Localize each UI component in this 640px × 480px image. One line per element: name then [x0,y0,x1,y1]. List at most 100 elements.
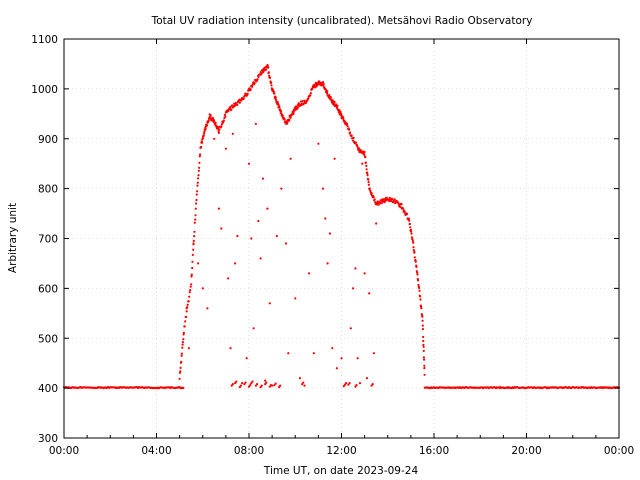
data-point [218,208,220,210]
y-tick-label: 900 [38,134,58,146]
plot-frame [64,39,619,438]
data-point [197,177,199,179]
data-point [258,76,260,78]
data-point [261,385,263,387]
data-point [421,316,423,318]
data-point [310,92,312,94]
data-point [340,113,342,115]
data-point [220,227,222,229]
data-point [230,109,232,111]
data-point [197,174,199,176]
data-point [367,179,369,181]
data-point [418,290,420,292]
data-point [423,359,425,361]
data-point [212,117,214,119]
data-point [410,233,412,235]
data-point [203,132,205,134]
data-point [330,96,332,98]
data-point [278,106,280,108]
data-point [311,88,313,90]
data-point [181,355,183,357]
data-points [63,64,620,389]
data-point [232,133,234,135]
data-point [322,81,324,83]
data-point [189,289,191,291]
data-point [268,71,270,73]
data-point [324,217,326,219]
data-point [414,256,416,258]
data-point [308,272,310,274]
data-point [240,385,242,387]
data-point [412,242,414,244]
data-point [342,116,344,118]
data-point [254,82,256,84]
data-point [203,135,205,137]
data-point [189,291,191,293]
data-point [193,235,195,237]
data-point [326,90,328,92]
data-point [206,124,208,126]
data-point [286,122,288,124]
data-point [422,340,424,342]
data-point [208,120,210,122]
y-tick-label: 1000 [31,84,58,96]
data-point [408,218,410,220]
data-point [412,246,414,248]
data-point [391,198,393,200]
data-point [359,382,361,384]
y-tick-label: 300 [38,433,58,445]
data-point [236,104,238,106]
data-point [351,134,353,136]
data-point [251,381,253,383]
data-point [191,274,193,276]
data-point [334,101,336,103]
data-point [213,138,215,140]
y-tick-label: 600 [38,283,58,295]
data-point [269,77,271,79]
data-point [265,69,267,71]
data-point [227,277,229,279]
data-point [276,235,278,237]
data-point [416,273,418,275]
data-point [423,356,425,358]
data-point [255,123,257,125]
data-point [218,132,220,134]
data-point [290,158,292,160]
data-point [293,111,295,113]
data-point [183,332,185,334]
data-point [364,151,366,153]
data-point [423,365,425,367]
data-point [200,146,202,148]
data-point [375,222,377,224]
x-tick-label: 00:00 [604,445,634,457]
data-point [413,251,415,253]
data-point [246,357,248,359]
data-point [182,338,184,340]
data-point [394,198,396,200]
data-point [210,114,212,116]
data-point [354,267,356,269]
data-point [195,202,197,204]
data-point [361,163,363,165]
data-point [344,384,346,386]
data-point [188,347,190,349]
data-point [251,86,253,88]
data-point [180,361,182,363]
data-point [355,384,357,386]
data-point [199,153,201,155]
data-point [250,88,252,90]
data-point [419,298,421,300]
data-point [413,249,415,251]
x-tick-label: 04:00 [141,445,171,457]
data-point [198,167,200,169]
data-point [301,100,303,102]
data-point [275,96,277,98]
data-point [206,307,208,309]
data-point [218,128,220,130]
data-point [182,387,184,389]
y-tick-label: 800 [38,184,58,196]
data-point [197,262,199,264]
data-point [422,328,424,330]
data-point [193,240,195,242]
data-point [406,213,408,215]
